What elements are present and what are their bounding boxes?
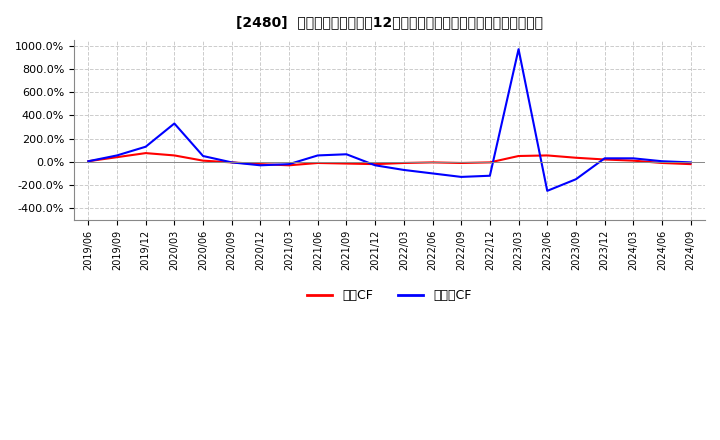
営業CF: [457, 160, 466, 165]
営業CF: [371, 161, 379, 167]
フリーCF: [285, 161, 294, 167]
フリーCF: [657, 158, 666, 164]
フリーCF: [485, 173, 494, 178]
営業CF: [572, 155, 580, 161]
営業CF: [543, 153, 552, 158]
Title: [2480]  キャッシュフローの12か月移動合計の対前年同期増減率の推移: [2480] キャッシュフローの12か月移動合計の対前年同期増減率の推移: [236, 15, 543, 29]
Line: 営業CF: 営業CF: [89, 153, 690, 165]
営業CF: [141, 150, 150, 156]
フリーCF: [514, 47, 523, 52]
営業CF: [629, 158, 638, 163]
営業CF: [313, 160, 322, 165]
フリーCF: [313, 153, 322, 158]
フリーCF: [199, 154, 207, 159]
営業CF: [285, 163, 294, 168]
フリーCF: [228, 160, 236, 165]
営業CF: [84, 158, 93, 164]
営業CF: [199, 158, 207, 163]
Legend: 営業CF, フリーCF: 営業CF, フリーCF: [302, 284, 477, 307]
フリーCF: [457, 174, 466, 180]
Line: フリーCF: フリーCF: [89, 49, 690, 191]
フリーCF: [572, 176, 580, 182]
フリーCF: [543, 188, 552, 194]
営業CF: [228, 160, 236, 165]
営業CF: [256, 161, 265, 167]
フリーCF: [256, 163, 265, 168]
営業CF: [170, 153, 179, 158]
フリーCF: [600, 156, 609, 161]
営業CF: [686, 161, 695, 167]
フリーCF: [686, 160, 695, 165]
営業CF: [600, 157, 609, 162]
フリーCF: [112, 153, 121, 158]
フリーCF: [629, 156, 638, 161]
フリーCF: [342, 152, 351, 157]
フリーCF: [428, 171, 437, 176]
営業CF: [400, 160, 408, 165]
フリーCF: [84, 158, 93, 164]
フリーCF: [170, 121, 179, 126]
営業CF: [485, 160, 494, 165]
フリーCF: [371, 163, 379, 168]
フリーCF: [141, 144, 150, 149]
営業CF: [428, 160, 437, 165]
営業CF: [657, 160, 666, 165]
営業CF: [342, 161, 351, 166]
営業CF: [514, 154, 523, 159]
フリーCF: [400, 167, 408, 172]
営業CF: [112, 154, 121, 160]
